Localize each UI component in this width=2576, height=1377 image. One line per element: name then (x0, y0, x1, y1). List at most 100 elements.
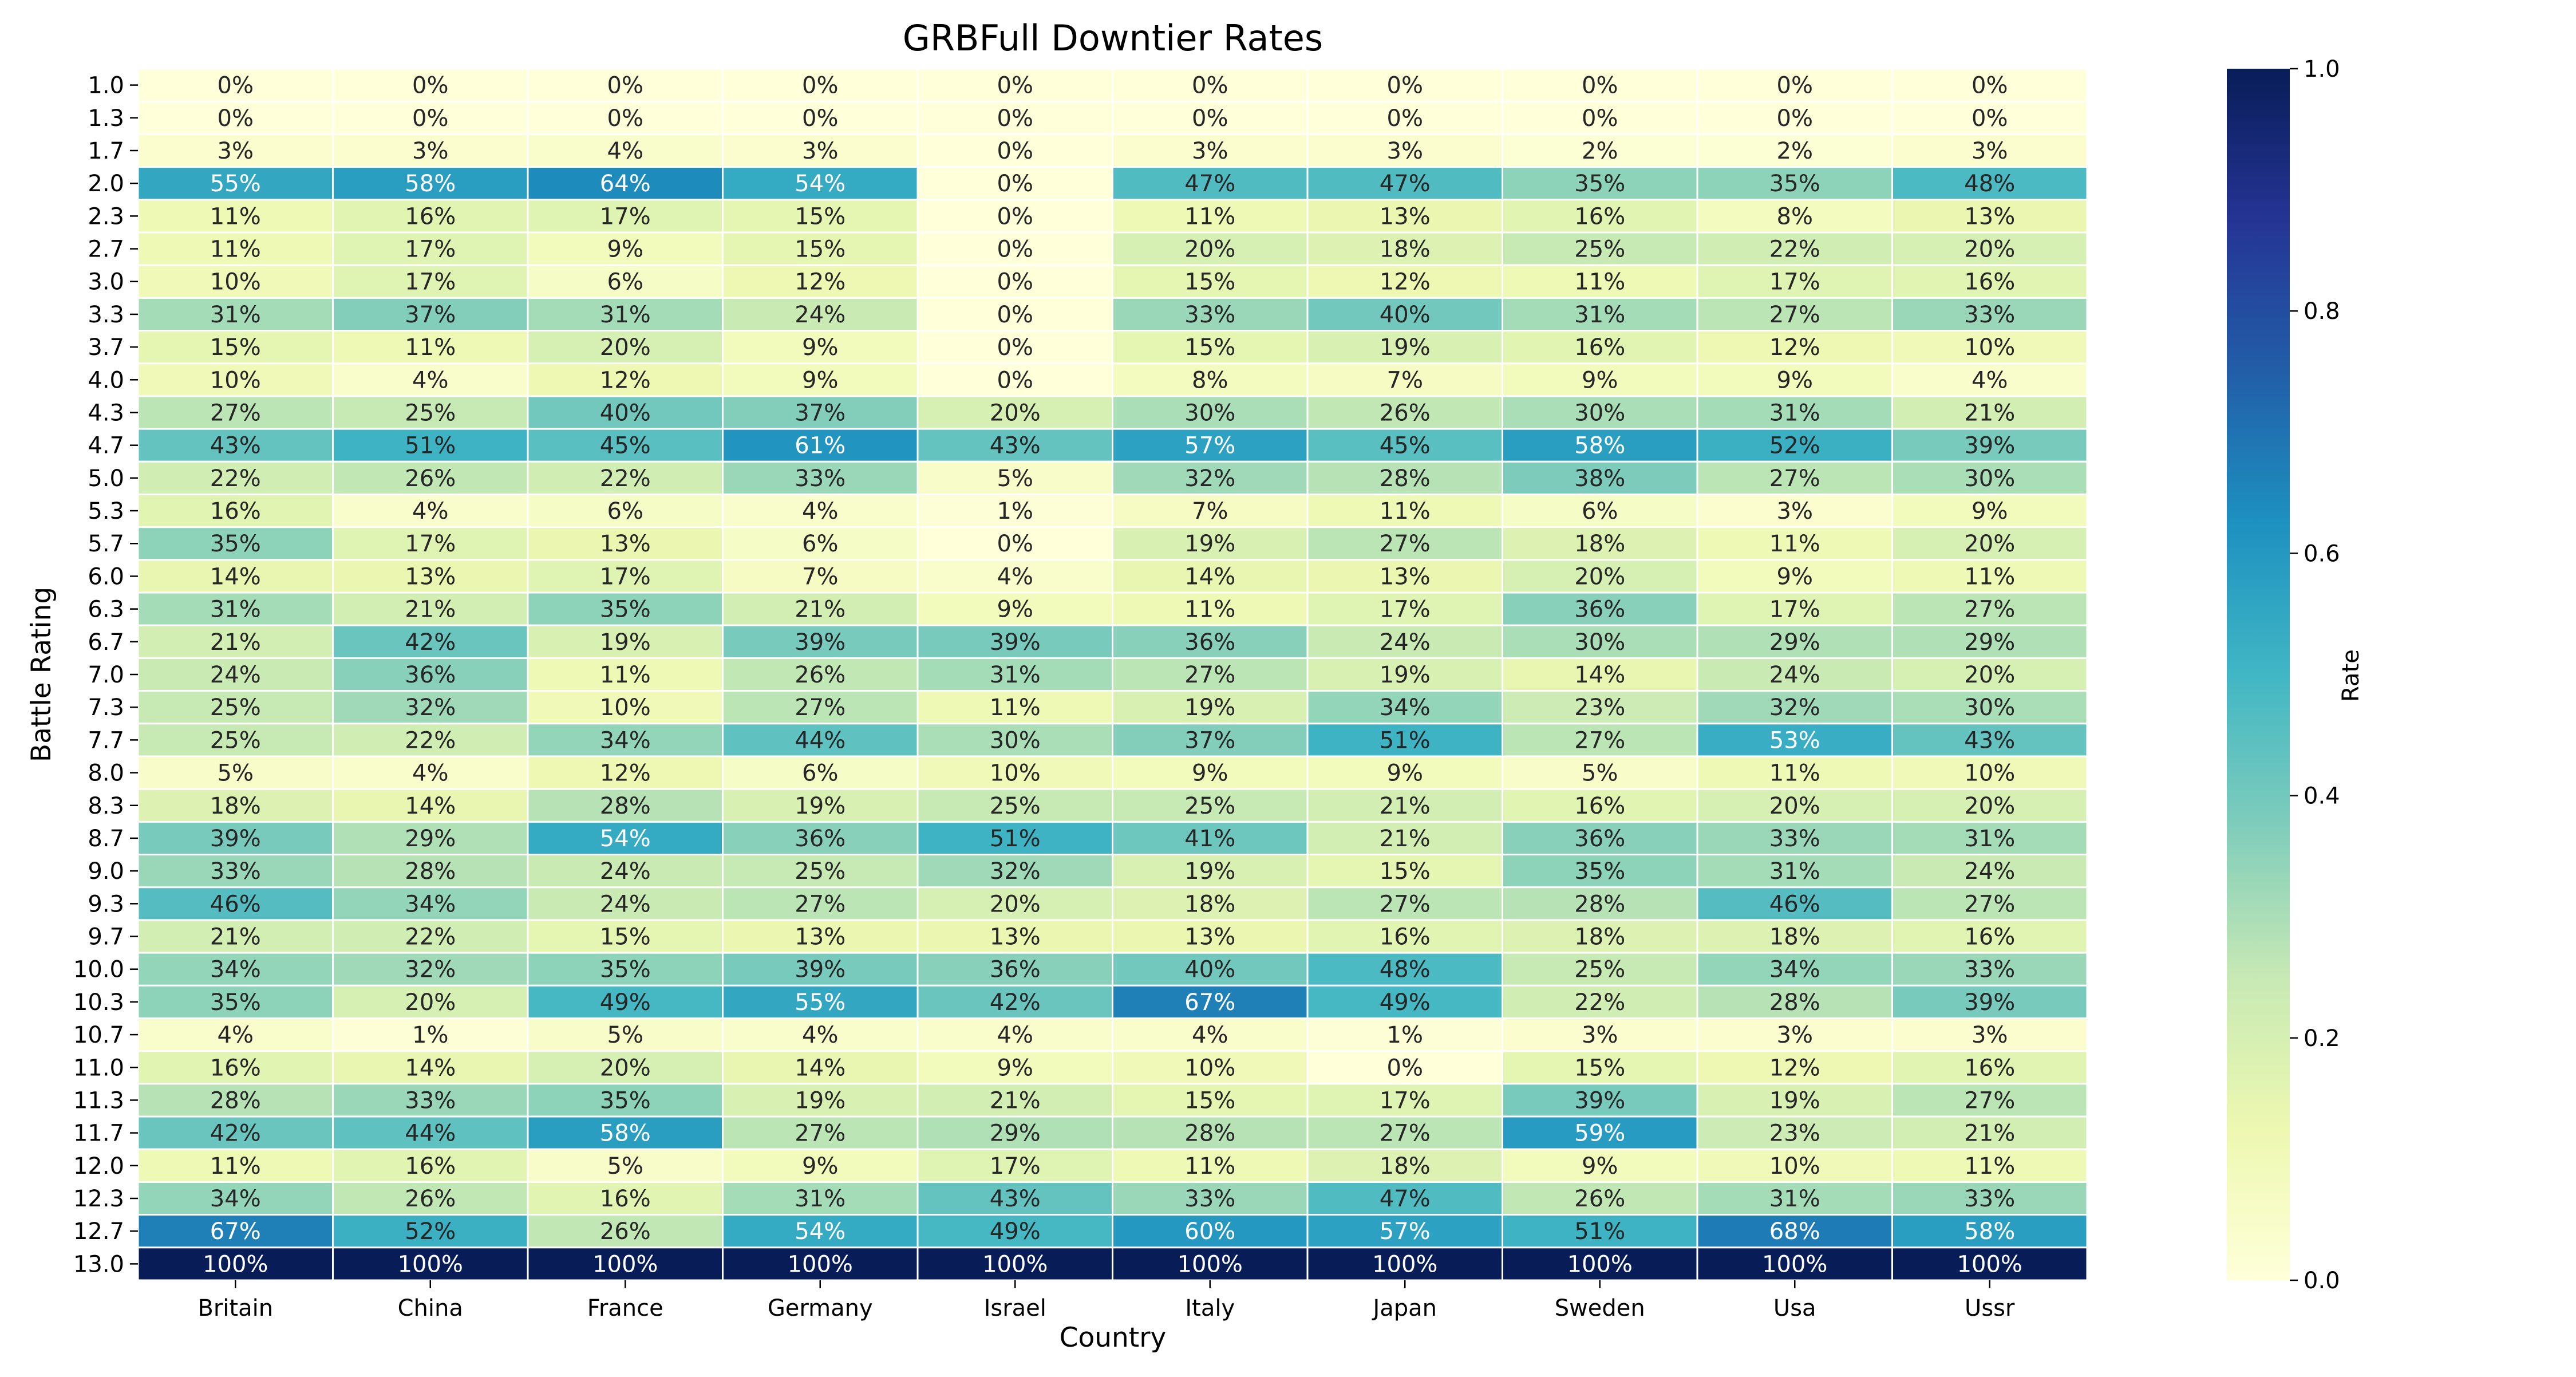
row-tick-label: 10.3 (73, 989, 124, 1016)
cell-value-label: 13% (1380, 563, 1431, 590)
cell-value-label: 33% (1184, 302, 1235, 328)
heatmap-cell (916, 952, 1113, 987)
cell-value-label: 45% (1380, 433, 1431, 459)
heatmap-cell (332, 886, 529, 921)
cell-value-label: 17% (405, 236, 456, 263)
cell-value-label: 48% (1964, 171, 2015, 197)
cell-value-label: 3% (1192, 138, 1228, 164)
cell-value-label: 10% (600, 695, 651, 721)
cell-value-label: 7% (802, 563, 838, 590)
cell-value-label: 11% (1964, 563, 2015, 590)
cell-value-label: 9% (1192, 760, 1228, 787)
cell-value-label: 3% (1582, 1022, 1618, 1048)
cell-value-label: 22% (600, 465, 651, 492)
cell-value-label: 15% (795, 203, 846, 230)
cell-value-label: 19% (1769, 1087, 1820, 1114)
cell-value-label: 22% (210, 465, 261, 492)
cell-value-label: 51% (990, 826, 1041, 852)
cell-value-label: 4% (997, 563, 1033, 590)
cell-value-label: 46% (1769, 891, 1820, 917)
heatmap-cell (137, 264, 334, 299)
row-tick-label: 12.3 (73, 1186, 124, 1212)
cell-value-label: 64% (600, 171, 651, 197)
y-axis-label: Battle Rating (26, 587, 57, 762)
cell-value-label: 5% (218, 760, 254, 787)
cell-value-label: 11% (210, 236, 261, 263)
cell-value-label: 16% (210, 498, 261, 524)
heatmap-cell (137, 919, 334, 954)
cell-value-label: 35% (600, 597, 651, 623)
heatmap-cell (137, 231, 334, 266)
heatmap-cell (1696, 1115, 1893, 1150)
cell-value-label: 27% (1769, 302, 1820, 328)
cell-value-label: 27% (795, 891, 846, 917)
cell-value-label: 0% (1387, 105, 1423, 132)
cell-value-label: 58% (1574, 433, 1625, 459)
cell-value-label: 19% (1184, 695, 1235, 721)
heatmap-cell (1891, 297, 2088, 332)
cell-value-label: 58% (405, 171, 456, 197)
heatmap-cell (1306, 723, 1503, 757)
cell-value-label: 28% (600, 793, 651, 819)
heatmap-cell (1891, 854, 2088, 889)
row-tick-label: 9.0 (88, 858, 124, 885)
row-tick-label: 1.0 (88, 73, 124, 99)
cell-value-label: 47% (1380, 1186, 1431, 1212)
cell-value-label: 35% (210, 531, 261, 557)
cell-value-label: 31% (1769, 1186, 1820, 1212)
heatmap-cell (1502, 1050, 1698, 1085)
cell-value-label: 14% (795, 1055, 846, 1081)
cell-value-label: 22% (1574, 989, 1625, 1016)
cell-value-label: 27% (210, 400, 261, 426)
cell-value-label: 28% (1574, 891, 1625, 917)
cell-value-label: 36% (405, 662, 456, 688)
cell-value-label: 0% (802, 105, 838, 132)
cell-value-label: 9% (1582, 1153, 1618, 1179)
heatmap-cell (722, 984, 919, 1019)
cell-value-label: 12% (600, 367, 651, 393)
cell-value-label: 14% (1574, 662, 1625, 688)
heatmap-cell (332, 1083, 529, 1118)
cell-value-label: 37% (1184, 727, 1235, 753)
heatmap-cell (916, 199, 1113, 234)
heatmap-cell (722, 231, 919, 266)
cell-value-label: 35% (210, 989, 261, 1016)
cell-value-label: 29% (1769, 629, 1820, 656)
cell-value-label: 40% (600, 400, 651, 426)
cell-value-label: 4% (412, 760, 448, 787)
heatmap-cell (137, 362, 334, 397)
cell-value-label: 51% (405, 433, 456, 459)
row-tick-label: 5.3 (88, 498, 124, 524)
cell-value-label: 20% (990, 400, 1041, 426)
heatmap-cell (1502, 952, 1698, 987)
cell-value-label: 54% (795, 171, 846, 197)
heatmap-cell (1696, 264, 1893, 299)
cell-value-label: 11% (1184, 597, 1235, 623)
cell-value-label: 20% (600, 1055, 651, 1081)
cell-value-label: 100% (982, 1251, 1048, 1277)
cell-value-label: 17% (1380, 1087, 1431, 1114)
cell-value-label: 4% (997, 1022, 1033, 1048)
heatmap-cell (1891, 1214, 2088, 1249)
heatmap-cell (722, 690, 919, 725)
heatmap-cell (1306, 100, 1503, 135)
cell-value-label: 11% (1380, 498, 1431, 524)
cell-value-label: 11% (1574, 269, 1625, 295)
heatmap-cell (527, 526, 724, 561)
cell-value-label: 25% (990, 793, 1041, 819)
cell-value-label: 33% (405, 1087, 456, 1114)
cell-value-label: 37% (405, 302, 456, 328)
heatmap-cell (916, 1083, 1113, 1118)
cell-value-label: 24% (795, 302, 846, 328)
cell-value-label: 2% (1582, 138, 1618, 164)
cell-value-label: 10% (1964, 760, 2015, 787)
cell-value-label: 31% (600, 302, 651, 328)
heatmap-cell (1502, 624, 1698, 659)
cell-value-label: 16% (1574, 203, 1625, 230)
cell-value-label: 6% (607, 269, 643, 295)
cell-value-label: 10% (1769, 1153, 1820, 1179)
heatmap-cell (527, 690, 724, 725)
colorbar-ticks: 0.0 0.2 0.4 0.6 0.8 1.0 (2290, 56, 2340, 1294)
cell-value-label: 21% (990, 1087, 1041, 1114)
heatmap-cell (1112, 264, 1309, 299)
